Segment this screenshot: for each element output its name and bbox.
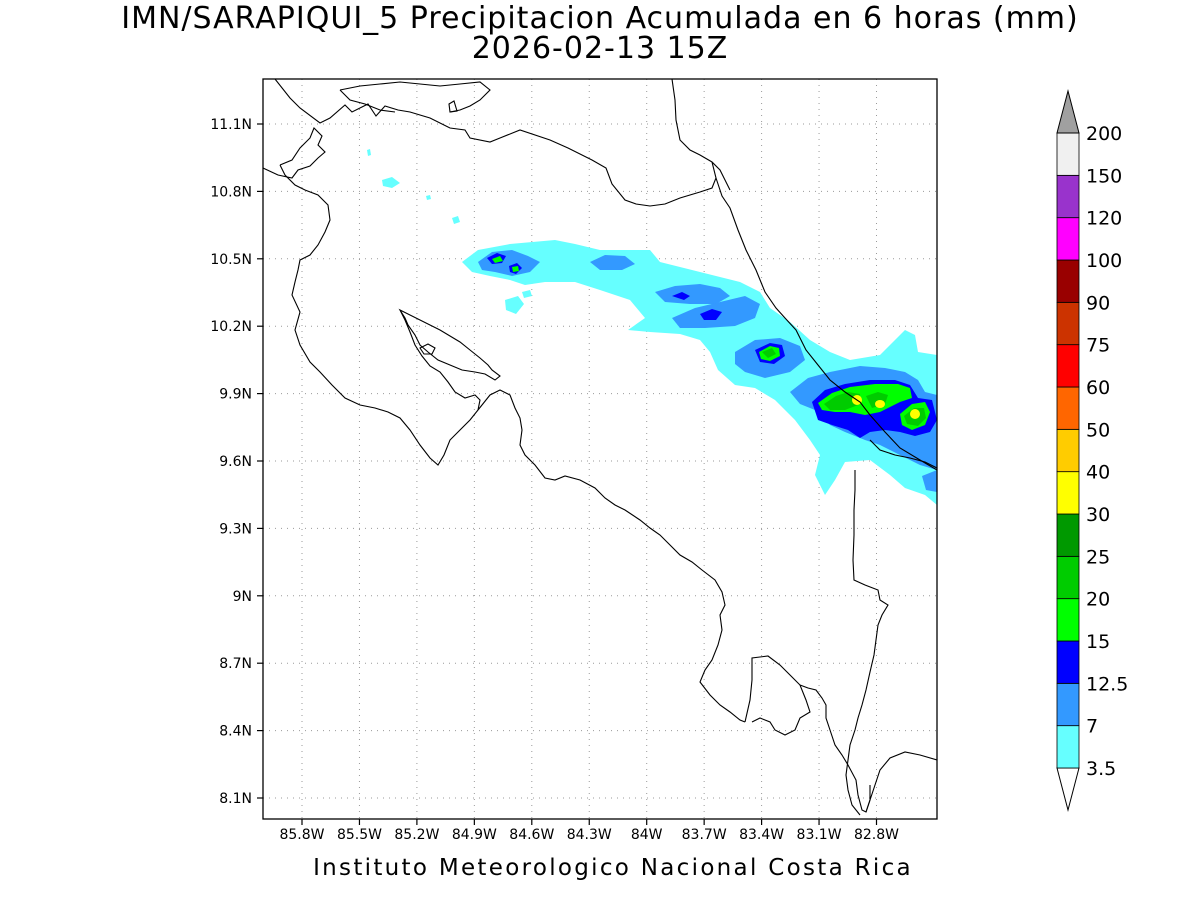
colorbar-level-label: 100 [1086, 250, 1122, 272]
colorbar-swatch [1056, 132, 1080, 176]
colorbar-swatch [1056, 598, 1080, 642]
footer-credit: Instituto Meteorologico Nacional Costa R… [313, 855, 913, 881]
colorbar-swatch [1056, 259, 1080, 303]
colorbar-swatch [1056, 640, 1080, 684]
lon-tick-label: 85.2W [394, 827, 439, 843]
colorbar-swatch [1056, 386, 1080, 430]
colorbar-level-label: 150 [1086, 165, 1122, 187]
map-frame [262, 78, 938, 820]
colorbar: 3.5 7 12.5 15 20 25 30 40 50 60 75 90 100 120 150 200 [1056, 89, 1128, 812]
lat-tick-label: 9.6N [219, 454, 252, 470]
lat-tick-label: 10.5N [210, 252, 252, 268]
lon-tick-label: 85.5W [337, 827, 382, 843]
lon-tick-label: 82.8W [854, 827, 899, 843]
colorbar-swatch [1056, 725, 1080, 769]
colorbar-lower-extend [1056, 767, 1080, 812]
colorbar-level-label: 12.5 [1086, 673, 1128, 695]
colorbar-level-label: 200 [1086, 123, 1122, 145]
chart-subtitle-datetime: 2026-02-13 15Z [471, 31, 729, 66]
lon-tick-label: 84.6W [509, 827, 554, 843]
colorbar-swatch [1056, 513, 1080, 557]
colorbar-level-label: 90 [1086, 292, 1110, 314]
lon-tick-label: 84.9W [452, 827, 497, 843]
lon-tick-label: 83.7W [682, 827, 727, 843]
colorbar-level-label: 15 [1086, 631, 1110, 653]
chart-title: IMN/SARAPIQUI_5 Precipitacion Acumulada … [121, 1, 1079, 36]
lon-tick-label: 83.1W [797, 827, 842, 843]
colorbar-swatch [1056, 301, 1080, 346]
lat-tick-label: 9.9N [219, 387, 252, 403]
colorbar-swatch [1056, 217, 1080, 261]
lon-tick-label: 85.8W [279, 827, 324, 843]
lat-tick-label: 9N [233, 589, 252, 605]
lon-tick-label: 84W [631, 827, 663, 843]
coastlines [263, 79, 937, 816]
colorbar-swatch [1056, 174, 1080, 219]
colorbar-level-label: 7 [1086, 716, 1098, 738]
colorbar-level-label: 40 [1086, 462, 1110, 484]
colorbar-level-label: 30 [1086, 504, 1110, 526]
colorbar-level-label: 20 [1086, 589, 1110, 611]
colorbar-swatch [1056, 555, 1080, 600]
colorbar-level-label: 25 [1086, 546, 1110, 568]
precipitation-field [367, 149, 937, 505]
lat-tick-label: 11.1N [210, 117, 252, 133]
colorbar-swatch [1056, 344, 1080, 388]
lat-tick-label: 10.2N [210, 319, 252, 335]
colorbar-level-label: 60 [1086, 377, 1110, 399]
colorbar-level-label: 50 [1086, 419, 1110, 441]
colorbar-level-label: 75 [1086, 335, 1110, 357]
colorbar-swatch [1056, 428, 1080, 473]
latitude-axis: 11.1N 10.8N 10.5N 10.2N 9.9N 9.6N 9.3N 9N 8.7N 8.… [210, 117, 263, 807]
colorbar-level-label: 120 [1086, 208, 1122, 230]
lat-tick-label: 8.1N [219, 791, 252, 807]
colorbar-level-label: 3.5 [1086, 758, 1116, 780]
lat-tick-label: 9.3N [219, 521, 252, 537]
lon-tick-label: 83.4W [739, 827, 784, 843]
lat-tick-label: 8.7N [219, 656, 252, 672]
longitude-axis: 85.8W 85.5W 85.2W 84.9W 84.6W 84.3W 84W 83.7W 83… [279, 819, 899, 843]
lon-tick-label: 84.3W [567, 827, 612, 843]
colorbar-swatch [1056, 471, 1080, 515]
colorbar-swatch [1056, 682, 1080, 727]
lat-tick-label: 8.4N [219, 724, 252, 740]
colorbar-upper-extend [1056, 89, 1080, 134]
lat-tick-label: 10.8N [210, 184, 252, 200]
